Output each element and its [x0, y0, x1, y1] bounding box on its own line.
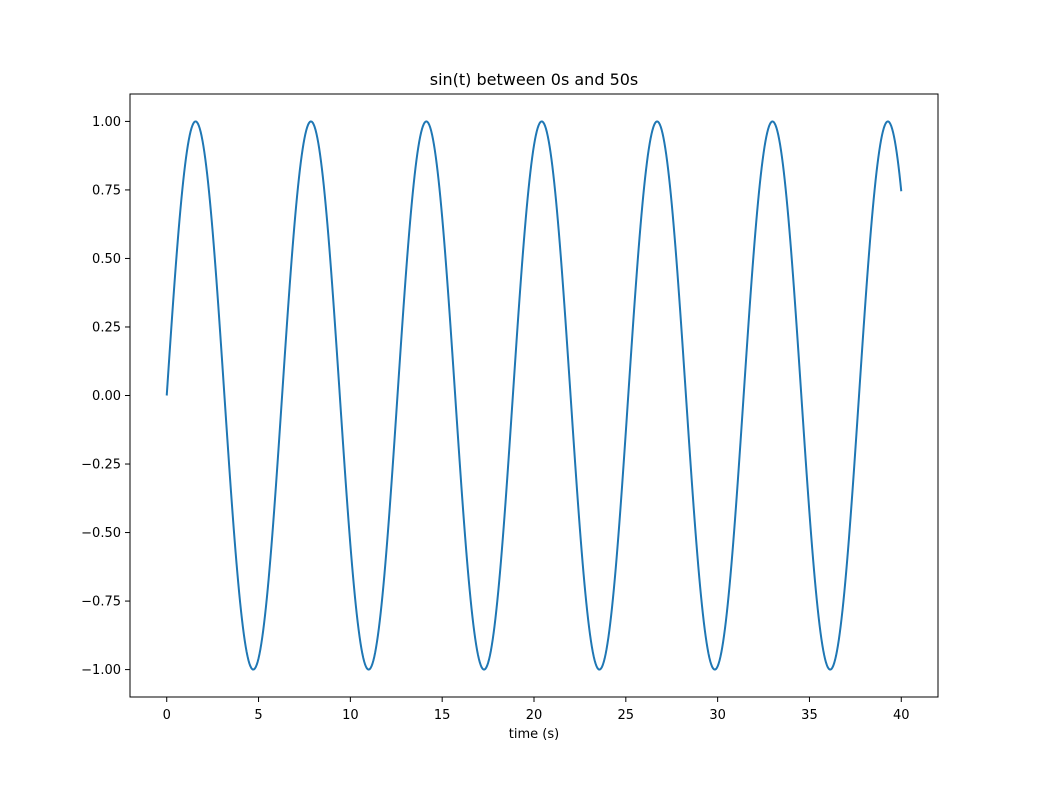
- x-tick-label: 40: [893, 708, 910, 723]
- x-tick-label: 0: [163, 708, 171, 723]
- x-axis: 0 5 10 15 20 25 30 35 40: [163, 697, 910, 723]
- y-axis: 1.00 0.75 0.50 0.25 0.00 −0.25 −0.50 −0.75 −1.00: [81, 115, 130, 678]
- x-tick-label: 20: [526, 708, 543, 723]
- chart-title: sin(t) between 0s and 50s: [430, 70, 639, 89]
- y-tick-label: −0.50: [81, 526, 121, 541]
- y-tick-label: −1.00: [81, 663, 121, 678]
- x-tick-label: 5: [254, 708, 262, 723]
- x-tick-label: 10: [342, 708, 359, 723]
- x-tick-label: 15: [434, 708, 451, 723]
- x-axis-label: time (s): [509, 727, 559, 742]
- y-tick-label: 1.00: [92, 115, 121, 130]
- y-tick-label: 0.75: [92, 183, 121, 198]
- y-tick-label: −0.75: [81, 595, 121, 610]
- x-tick-label: 30: [709, 708, 726, 723]
- x-tick-label: 35: [801, 708, 818, 723]
- y-tick-label: 0.25: [92, 320, 121, 335]
- y-tick-label: 0.50: [92, 252, 121, 267]
- x-tick-label: 25: [618, 708, 635, 723]
- y-tick-label: 0.00: [92, 389, 121, 404]
- series-line-0: [165, 120, 903, 671]
- y-tick-label: −0.25: [81, 458, 121, 473]
